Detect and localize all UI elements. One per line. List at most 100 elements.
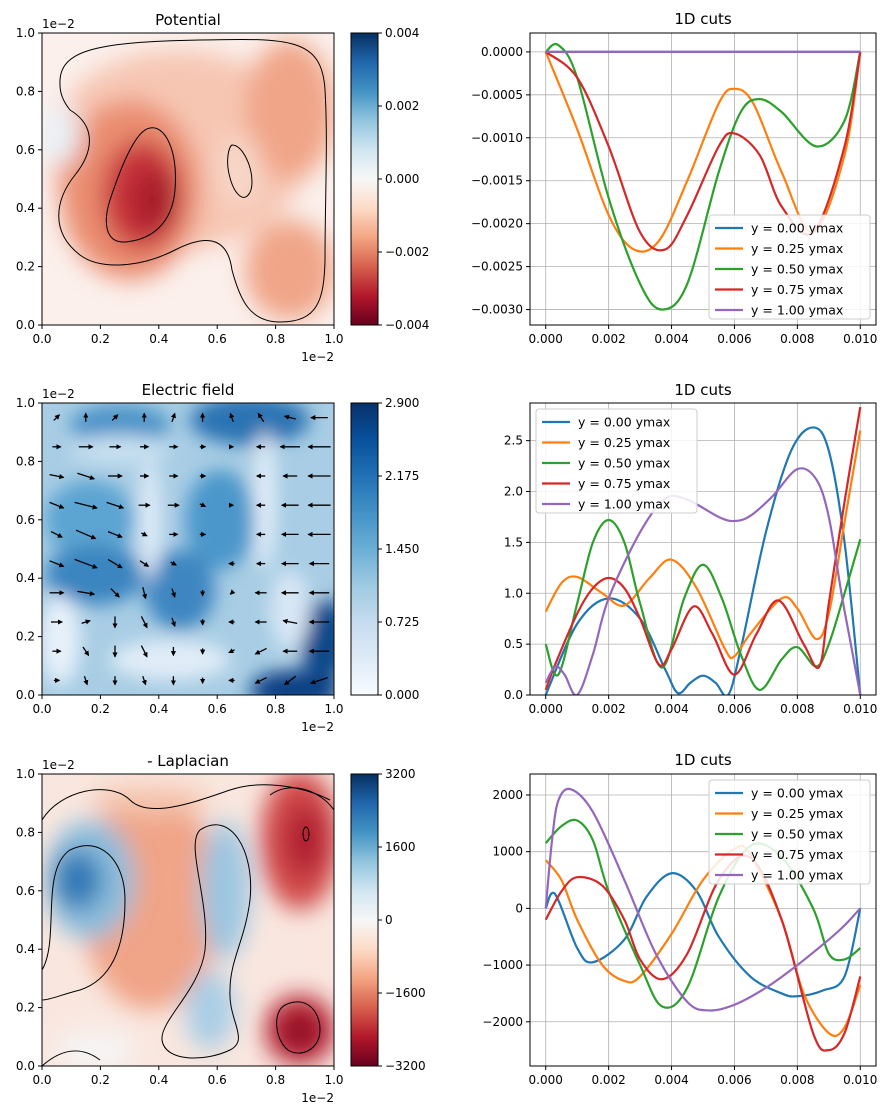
- y-tick-label: 0.8: [16, 454, 35, 468]
- field-arrow: [141, 531, 148, 537]
- y-tick-label: 0.8: [16, 84, 35, 98]
- legend-box: [708, 779, 871, 885]
- y-tick-label: 0.0: [16, 1059, 35, 1073]
- field-arrow: [199, 502, 207, 508]
- laplacian-cuts-panel: 1D cuts 0.000 0.002 0.004 0.006 0.008 0.010 20…: [482, 751, 877, 1087]
- field-arrow: [283, 675, 297, 686]
- y-tick-label: −1000: [482, 958, 523, 972]
- legend-label: y = 0.75 ymax: [578, 476, 670, 491]
- laplacian-y-offset: 1e−2: [42, 758, 75, 772]
- efield-cuts-legend: y = 0.00 ymax y = 0.25 ymax y = 0.50 ymax y…: [535, 408, 698, 514]
- efield-cuts-title: 1D cuts: [674, 381, 731, 399]
- x-tick-label: 0.000: [529, 702, 563, 716]
- potential-x-offset: 1e−2: [301, 350, 334, 364]
- series-line-2: [544, 818, 861, 1009]
- x-tick-label: 0.006: [717, 332, 751, 346]
- colorbar-tick-label: 3200: [385, 767, 416, 781]
- potential-heatmap: [42, 33, 334, 325]
- laplacian-contour-3: [161, 824, 252, 1059]
- colorbar-tick-label: −1600: [385, 986, 426, 1000]
- y-tick-label: 0.4: [16, 571, 35, 585]
- potential-contour-inner: [105, 127, 176, 243]
- y-tick-label: −0.0005: [471, 88, 523, 102]
- laplacian-contour-5: [302, 826, 310, 842]
- field-arrow: [74, 501, 98, 510]
- x-tick-label: 0.4: [149, 332, 168, 346]
- field-arrow: [49, 473, 65, 480]
- efield-colorbar-ticks: 2.900 2.175 1.450 0.725 0.000: [378, 396, 419, 702]
- colorbar-tick-label: 0.004: [385, 26, 419, 40]
- x-tick-label: 0.6: [208, 702, 227, 716]
- x-tick-label: 0.8: [266, 1073, 285, 1087]
- legend-box: [708, 214, 871, 320]
- field-arrow: [254, 677, 267, 684]
- laplacian-contour-7: [269, 787, 334, 811]
- x-tick-label: 0.002: [591, 1073, 625, 1087]
- x-tick-label: 0.004: [654, 702, 688, 716]
- laplacian-contour-6: [42, 1050, 101, 1066]
- y-tick-label: −0.0015: [471, 174, 523, 188]
- field-arrow: [74, 558, 98, 569]
- potential-cuts-title: 1D cuts: [674, 10, 731, 28]
- potential-title: Potential: [155, 11, 221, 29]
- y-tick-label: −0.0025: [471, 260, 523, 274]
- y-tick-label: 0.4: [16, 201, 35, 215]
- field-arrow: [140, 645, 148, 658]
- legend-label: y = 0.00 ymax: [751, 221, 843, 236]
- y-tick-label: 0.2: [16, 630, 35, 644]
- legend-label: y = 0.25 ymax: [578, 435, 670, 450]
- efield-cuts-panel: 1D cuts 0.000 0.002 0.004 0.006 0.008 0.010 0.…: [504, 381, 878, 716]
- potential-contour: [58, 38, 327, 323]
- field-arrow: [142, 587, 148, 600]
- efield-heatmap: [42, 403, 334, 695]
- y-tick-label: 0.2: [16, 1001, 35, 1015]
- laplacian-x-offset: 1e−2: [301, 1091, 334, 1105]
- legend-label: y = 0.50 ymax: [751, 827, 843, 842]
- y-tick-label: 1.0: [504, 586, 523, 600]
- y-tick-label: 0.4: [16, 942, 35, 956]
- y-tick-label: 0.2: [16, 260, 35, 274]
- potential-contour-small: [227, 144, 253, 198]
- y-tick-label: 1.0: [16, 396, 35, 410]
- legend-label: y = 1.00 ymax: [751, 303, 843, 318]
- y-tick-label: 0.8: [16, 825, 35, 839]
- efield-x-offset: 1e−2: [301, 720, 334, 734]
- y-tick-label: 0.5: [504, 637, 523, 651]
- y-tick-label: 2.0: [504, 485, 523, 499]
- colorbar-tick-label: −3200: [385, 1059, 426, 1073]
- y-tick-label: 2000: [492, 788, 523, 802]
- x-tick-label: 0.0: [32, 702, 51, 716]
- legend-label: y = 0.25 ymax: [751, 806, 843, 821]
- y-tick-label: 1.0: [16, 26, 35, 40]
- series-line-0: [544, 426, 862, 695]
- x-tick-label: 0.002: [591, 702, 625, 716]
- x-tick-label: 0.008: [780, 1073, 814, 1087]
- field-arrow: [229, 589, 236, 595]
- colorbar-tick-label: 2.175: [385, 469, 419, 483]
- field-arrow: [77, 472, 96, 480]
- y-tick-label: −0.0010: [471, 131, 523, 145]
- field-arrow: [170, 617, 176, 628]
- y-tick-label: 0.6: [16, 884, 35, 898]
- potential-colorbar-ticks: 0.004 0.002 0.000 −0.002 −0.004: [378, 26, 429, 332]
- x-tick-label: 0.000: [529, 1073, 563, 1087]
- legend-label: y = 1.00 ymax: [578, 497, 670, 512]
- y-tick-label: 0.6: [16, 143, 35, 157]
- field-arrow: [77, 590, 96, 597]
- y-tick-label: 0.0: [504, 688, 523, 702]
- potential-axes: 0.0 0.2 0.4 0.6 0.8 1.0 0.0 0.2 0.4 0.6 0.8 1.0: [16, 26, 344, 346]
- x-tick-label: 0.8: [266, 332, 285, 346]
- laplacian-colorbar: [350, 773, 379, 1067]
- laplacian-contour-1: [42, 784, 331, 821]
- colorbar-tick-label: 0: [385, 913, 393, 927]
- series-line-1: [544, 844, 862, 1038]
- field-arrow: [140, 616, 148, 629]
- x-tick-label: 0.004: [654, 332, 688, 346]
- field-arrow: [228, 648, 235, 654]
- laplacian-contour-2: [42, 845, 126, 1001]
- field-arrow: [282, 618, 298, 625]
- field-arrow: [107, 530, 123, 539]
- x-tick-label: 0.006: [717, 702, 751, 716]
- x-tick-label: 0.010: [843, 1073, 877, 1087]
